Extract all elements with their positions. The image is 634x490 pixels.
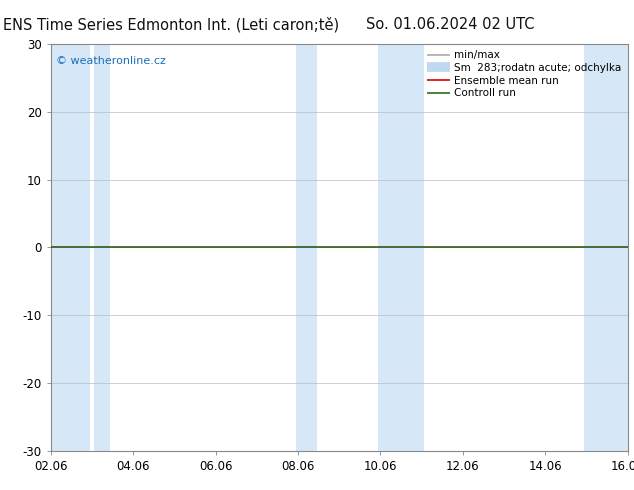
Text: ENS Time Series Edmonton Int. (Leti caron;tě): ENS Time Series Edmonton Int. (Leti caro… [3, 17, 339, 33]
Bar [378, 44, 424, 451]
Bar [94, 44, 110, 451]
Bar [49, 44, 90, 451]
Text: © weatheronline.cz: © weatheronline.cz [56, 56, 166, 66]
Text: So. 01.06.2024 02 UTC: So. 01.06.2024 02 UTC [366, 17, 534, 32]
Bar [296, 44, 316, 451]
Legend: min/max, Sm  283;rodatn acute; odchylka, Ensemble mean run, Controll run: min/max, Sm 283;rodatn acute; odchylka, … [423, 46, 626, 102]
Bar [585, 44, 630, 451]
